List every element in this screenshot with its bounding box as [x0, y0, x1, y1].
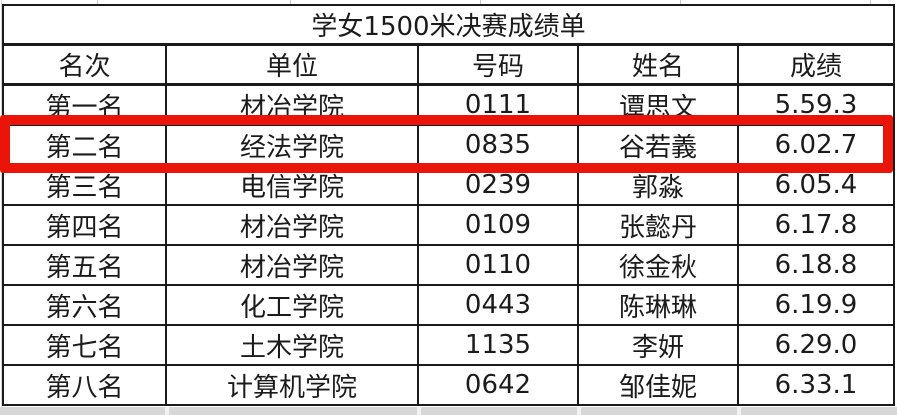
gridline-gap [165, 407, 169, 415]
result-row-1: 第一名 材冶学院 0111 谭思文 5.59.3 [2, 83, 895, 126]
cell-unit: 材冶学院 [165, 83, 419, 126]
cell-number: 0111 [417, 83, 579, 126]
cell-name: 陈琳琳 [577, 284, 739, 326]
result-row-8: 第八名 计算机学院 0642 邹佳妮 6.33.1 [2, 364, 895, 406]
cell-unit: 经法学院 [165, 124, 419, 166]
cell-number: 0642 [417, 364, 579, 406]
results-table: 学女1500米决赛成绩单 名次 单位 号码 姓名 成绩 第一名 材冶学院 011… [2, 4, 895, 406]
gridline-tick [97, 0, 98, 4]
gridline-gap [417, 407, 421, 415]
table-title-row: 学女1500米决赛成绩单 [2, 4, 895, 46]
cell-score: 6.29.0 [737, 324, 895, 366]
table-title: 学女1500米决赛成绩单 [2, 4, 895, 46]
bottom-gridrow-remnant [0, 407, 897, 415]
cell-name: 李妍 [577, 324, 739, 366]
cell-rank: 第三名 [2, 164, 167, 206]
cell-rank: 第一名 [2, 83, 167, 126]
table-header-row: 名次 单位 号码 姓名 成绩 [2, 43, 895, 86]
result-row-4: 第四名 材冶学院 0109 张懿丹 6.17.8 [2, 204, 895, 246]
cell-number: 0835 [417, 124, 579, 166]
col-header-number: 号码 [417, 43, 579, 86]
cell-unit: 电信学院 [165, 164, 419, 206]
gridline-left [1, 0, 2, 415]
cell-name: 徐金秋 [577, 244, 739, 286]
result-row-5: 第五名 材冶学院 0110 徐金秋 6.18.8 [2, 244, 895, 286]
cell-name: 谭思文 [577, 83, 739, 126]
col-header-rank: 名次 [2, 43, 167, 86]
cell-rank: 第二名 [2, 124, 167, 166]
cell-unit: 土木学院 [165, 324, 419, 366]
cell-name: 谷若義 [577, 124, 739, 166]
gridline-tick [680, 0, 681, 4]
gridline-gap [577, 407, 581, 415]
cell-number: 0109 [417, 204, 579, 246]
cell-rank: 第八名 [2, 364, 167, 406]
cell-score: 6.33.1 [737, 364, 895, 406]
cell-score: 6.19.9 [737, 284, 895, 326]
cell-rank: 第七名 [2, 324, 167, 366]
cell-name: 邹佳妮 [577, 364, 739, 406]
col-header-score: 成绩 [737, 43, 895, 86]
cell-rank: 第四名 [2, 204, 167, 246]
col-header-name: 姓名 [577, 43, 739, 86]
gridline-tick [870, 0, 871, 4]
cell-rank: 第五名 [2, 244, 167, 286]
cell-name: 郭淼 [577, 164, 739, 206]
cell-name: 张懿丹 [577, 204, 739, 246]
gridline-tick [480, 0, 481, 4]
gridline-gap [737, 407, 741, 415]
cell-score: 6.17.8 [737, 204, 895, 246]
cell-unit: 材冶学院 [165, 244, 419, 286]
result-row-3: 第三名 电信学院 0239 郭淼 6.05.4 [2, 164, 895, 206]
cell-number: 0443 [417, 284, 579, 326]
result-row-6: 第六名 化工学院 0443 陈琳琳 6.19.9 [2, 284, 895, 326]
cell-unit: 材冶学院 [165, 204, 419, 246]
result-row-7: 第七名 土木学院 1135 李妍 6.29.0 [2, 324, 895, 366]
cell-score: 6.02.7 [737, 124, 895, 166]
cell-unit: 计算机学院 [165, 364, 419, 406]
cell-rank: 第六名 [2, 284, 167, 326]
cell-score: 5.59.3 [737, 83, 895, 126]
cell-number: 0239 [417, 164, 579, 206]
cell-number: 1135 [417, 324, 579, 366]
gridline-tick [290, 0, 291, 4]
cell-number: 0110 [417, 244, 579, 286]
cell-score: 6.05.4 [737, 164, 895, 206]
cell-unit: 化工学院 [165, 284, 419, 326]
cell-score: 6.18.8 [737, 244, 895, 286]
col-header-unit: 单位 [165, 43, 419, 86]
result-row-2-highlighted: 第二名 经法学院 0835 谷若義 6.02.7 [2, 124, 895, 166]
